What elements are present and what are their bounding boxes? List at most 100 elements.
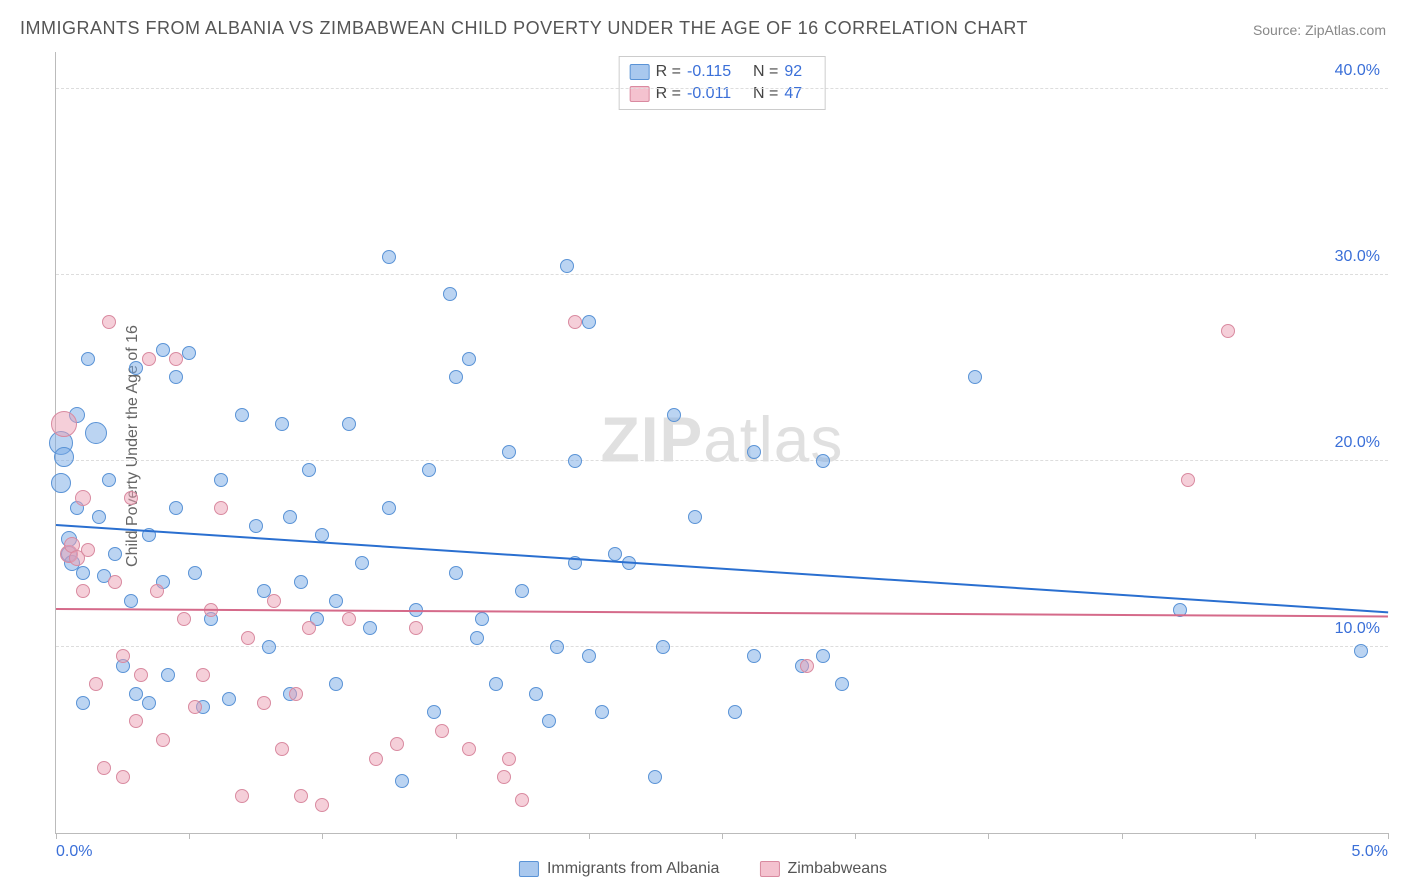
n-value: 92 — [784, 63, 814, 81]
data-point-albania — [302, 463, 316, 477]
x-tick-mark — [589, 833, 590, 839]
x-tick-mark — [855, 833, 856, 839]
data-point-albania — [835, 677, 849, 691]
legend-row-albania: R = -0.115 N = 92 — [630, 61, 815, 83]
data-point-albania — [54, 447, 74, 467]
data-point-zimbabweans — [435, 724, 449, 738]
data-point-zimbabweans — [196, 668, 210, 682]
data-point-albania — [443, 287, 457, 301]
data-point-albania — [355, 556, 369, 570]
trend-line-zimbabweans — [56, 608, 1388, 617]
x-tick-mark — [1122, 833, 1123, 839]
watermark: ZIPatlas — [601, 402, 844, 476]
data-point-zimbabweans — [235, 789, 249, 803]
correlation-legend: R =-0.115N =92R =-0.011N =47 — [619, 56, 826, 110]
data-point-albania — [747, 649, 761, 663]
data-point-albania — [249, 519, 263, 533]
data-point-zimbabweans — [800, 659, 814, 673]
data-point-albania — [102, 473, 116, 487]
data-point-albania — [124, 594, 138, 608]
series-label: Zimbabweans — [787, 860, 887, 878]
data-point-albania — [542, 714, 556, 728]
data-point-zimbabweans — [81, 543, 95, 557]
data-point-zimbabweans — [150, 584, 164, 598]
x-axis-max-label: 5.0% — [1352, 843, 1388, 861]
x-tick-mark — [456, 833, 457, 839]
series-legend: Immigrants from Albania Zimbabweans — [519, 860, 887, 878]
y-tick-label: 40.0% — [1335, 62, 1380, 80]
data-point-albania — [222, 692, 236, 706]
data-point-albania — [363, 621, 377, 635]
legend-swatch-zimbabweans — [759, 861, 779, 877]
data-point-albania — [156, 343, 170, 357]
data-point-zimbabweans — [108, 575, 122, 589]
series-label: Immigrants from Albania — [547, 860, 720, 878]
data-point-albania — [816, 649, 830, 663]
data-point-albania — [169, 501, 183, 515]
data-point-albania — [560, 259, 574, 273]
series-legend-item-zimbabweans: Zimbabweans — [759, 860, 887, 878]
data-point-albania — [382, 250, 396, 264]
data-point-albania — [502, 445, 516, 459]
data-point-zimbabweans — [129, 714, 143, 728]
data-point-albania — [129, 687, 143, 701]
data-point-zimbabweans — [1221, 324, 1235, 338]
data-point-zimbabweans — [76, 584, 90, 598]
legend-swatch-albania — [630, 64, 650, 80]
data-point-albania — [462, 352, 476, 366]
source-link[interactable]: ZipAtlas.com — [1305, 22, 1386, 38]
data-point-albania — [1354, 644, 1368, 658]
data-point-albania — [275, 417, 289, 431]
data-point-albania — [529, 687, 543, 701]
y-tick-label: 30.0% — [1335, 248, 1380, 266]
x-tick-mark — [322, 833, 323, 839]
data-point-albania — [342, 417, 356, 431]
x-tick-mark — [988, 833, 989, 839]
data-point-zimbabweans — [302, 621, 316, 635]
data-point-zimbabweans — [102, 315, 116, 329]
data-point-zimbabweans — [124, 491, 138, 505]
data-point-zimbabweans — [462, 742, 476, 756]
data-point-zimbabweans — [156, 733, 170, 747]
data-point-albania — [76, 566, 90, 580]
r-label: R = — [656, 63, 681, 81]
gridline — [56, 274, 1388, 275]
data-point-albania — [182, 346, 196, 360]
r-value: -0.115 — [687, 63, 747, 81]
gridline — [56, 646, 1388, 647]
data-point-albania — [395, 774, 409, 788]
data-point-zimbabweans — [257, 696, 271, 710]
data-point-albania — [816, 454, 830, 468]
data-point-zimbabweans — [97, 761, 111, 775]
gridline — [56, 88, 1388, 89]
data-point-zimbabweans — [188, 700, 202, 714]
data-point-albania — [422, 463, 436, 477]
data-point-albania — [81, 352, 95, 366]
data-point-albania — [449, 566, 463, 580]
x-tick-mark — [1255, 833, 1256, 839]
data-point-albania — [161, 668, 175, 682]
x-tick-mark — [56, 833, 57, 839]
n-label: N = — [753, 63, 778, 81]
data-point-zimbabweans — [267, 594, 281, 608]
data-point-albania — [667, 408, 681, 422]
data-point-albania — [169, 370, 183, 384]
data-point-zimbabweans — [241, 631, 255, 645]
data-point-zimbabweans — [169, 352, 183, 366]
data-point-albania — [235, 408, 249, 422]
data-point-albania — [550, 640, 564, 654]
data-point-albania — [582, 315, 596, 329]
data-point-albania — [129, 361, 143, 375]
data-point-zimbabweans — [497, 770, 511, 784]
data-point-zimbabweans — [214, 501, 228, 515]
source-prefix: Source: — [1253, 22, 1305, 38]
data-point-zimbabweans — [275, 742, 289, 756]
data-point-zimbabweans — [315, 798, 329, 812]
data-point-albania — [294, 575, 308, 589]
data-point-zimbabweans — [75, 490, 91, 506]
trend-line-albania — [56, 524, 1388, 613]
data-point-zimbabweans — [116, 770, 130, 784]
data-point-albania — [648, 770, 662, 784]
y-tick-label: 20.0% — [1335, 434, 1380, 452]
data-point-albania — [214, 473, 228, 487]
